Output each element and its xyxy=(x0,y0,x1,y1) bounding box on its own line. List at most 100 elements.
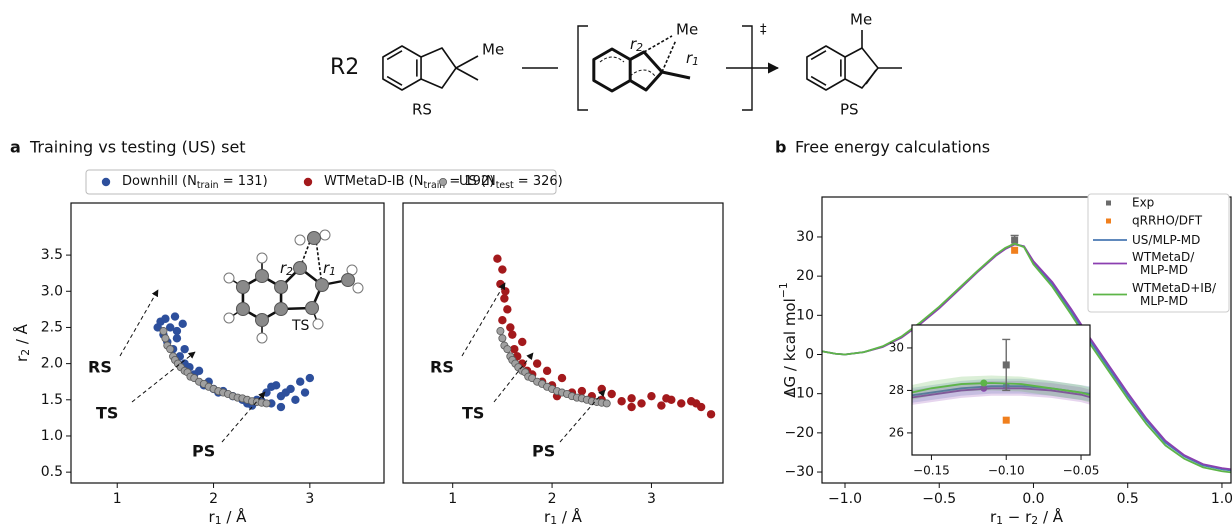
text-part: WTMetaD+IB/ xyxy=(1132,281,1217,295)
point xyxy=(503,305,512,314)
point xyxy=(500,294,509,303)
text-part: 1 xyxy=(996,514,1003,525)
y-tick-label: 1.5 xyxy=(41,392,63,408)
x-tick-label: 0.0 xyxy=(1022,491,1044,507)
plot-layer xyxy=(493,254,716,419)
y-tick-label: −20 xyxy=(784,425,814,441)
atom-c xyxy=(255,269,269,283)
legend-label: WTMetaD/MLP-MD xyxy=(1132,250,1195,277)
y-tick-label: 0.5 xyxy=(41,464,63,480)
legend-label: Downhill (Ntrain = 131) xyxy=(122,174,268,191)
plot-frame xyxy=(821,196,1232,484)
x-tick-label: 2 xyxy=(209,491,218,507)
y-tick-label: −30 xyxy=(784,464,814,480)
point xyxy=(161,314,170,323)
atom-c xyxy=(305,301,319,315)
point xyxy=(267,382,276,391)
annotation-arrow xyxy=(461,282,506,357)
text-part: WTMetaD/ xyxy=(1132,250,1195,264)
bond xyxy=(810,50,827,61)
point xyxy=(291,395,300,404)
annotation: PS xyxy=(192,442,215,461)
y-tick-label: 30 xyxy=(889,340,904,354)
text-part: MLP-MD xyxy=(1140,294,1188,308)
text-part: r xyxy=(686,49,693,67)
plot-area xyxy=(403,203,723,483)
x-axis-label: r1 / Å xyxy=(209,507,248,525)
legend-marker xyxy=(1106,218,1111,224)
atom-c xyxy=(307,231,321,245)
bond-label: r2 xyxy=(630,35,643,55)
bond xyxy=(844,47,879,89)
plot-area xyxy=(71,203,384,483)
text-part: r xyxy=(990,508,997,525)
x-tick-label: 3 xyxy=(647,491,656,507)
atom-c xyxy=(255,313,269,327)
atom-h xyxy=(223,312,235,324)
bond xyxy=(386,50,403,61)
atom-h xyxy=(294,234,306,246)
partial-bond xyxy=(599,56,656,77)
text-part: 1 xyxy=(692,55,699,68)
species-label: PS xyxy=(840,101,859,119)
atom-c xyxy=(274,302,289,316)
plot-layer xyxy=(822,234,1231,474)
bond-label: r1 xyxy=(686,49,699,69)
bond xyxy=(592,47,632,93)
x-tick-label: 1 xyxy=(113,491,122,507)
atom-c xyxy=(235,302,250,316)
atom-c xyxy=(293,261,307,275)
point xyxy=(498,265,507,274)
legend-label: WTMetaD-IB (Ntrain = 192) xyxy=(324,174,494,191)
atom-c xyxy=(341,273,355,287)
legend-marker xyxy=(303,177,313,187)
text-part: test xyxy=(496,180,514,191)
text-part: 1 xyxy=(215,514,222,525)
point xyxy=(607,389,616,399)
x-tick-label: −0.15 xyxy=(913,464,950,478)
point xyxy=(1002,416,1010,424)
annotation-arrow xyxy=(221,391,266,443)
y-tick-label: 26 xyxy=(889,425,904,439)
atom-c xyxy=(315,278,329,292)
y-tick-label: 3.5 xyxy=(41,247,63,263)
bond xyxy=(661,39,677,73)
legend-label: WTMetaD+IB/MLP-MD xyxy=(1132,281,1217,308)
legend-marker xyxy=(438,177,447,186)
text-part: r xyxy=(544,508,551,525)
peak-marker xyxy=(980,379,988,387)
plot-layer xyxy=(153,312,315,412)
ts-symbol: ‡ xyxy=(760,23,767,38)
legend-label: Exp xyxy=(1132,196,1154,210)
text-part: WTMetaD-IB (N xyxy=(324,174,423,189)
substituent: Me xyxy=(850,11,872,29)
text-part: / Å xyxy=(222,507,248,525)
y-tick-label: 28 xyxy=(889,383,904,397)
x-tick-label: 1 xyxy=(448,491,457,507)
text-part: train xyxy=(197,180,219,191)
text-part: r xyxy=(630,35,637,53)
species-label: RS xyxy=(412,101,432,119)
bond xyxy=(386,75,403,86)
atom-c xyxy=(235,280,250,294)
x-tick-label: 3 xyxy=(305,491,314,507)
atom-h xyxy=(256,252,268,264)
x-tick-label: −0.10 xyxy=(988,464,1025,478)
text-part: = 131) xyxy=(219,174,268,189)
point xyxy=(296,377,305,386)
bond xyxy=(865,69,877,85)
point xyxy=(510,344,519,354)
legend-box xyxy=(85,169,557,195)
text-part: = 326) xyxy=(514,174,563,189)
atom-h xyxy=(223,272,235,284)
bond xyxy=(455,67,479,81)
point xyxy=(508,330,517,339)
plot-frame xyxy=(402,202,724,484)
legend-marker xyxy=(101,177,111,187)
text-part: 2 xyxy=(19,349,32,356)
text-part: r xyxy=(209,508,216,525)
x-tick-label: 0.5 xyxy=(1117,491,1139,507)
molecule-label: TS xyxy=(291,318,310,334)
text-part: r xyxy=(13,355,31,362)
